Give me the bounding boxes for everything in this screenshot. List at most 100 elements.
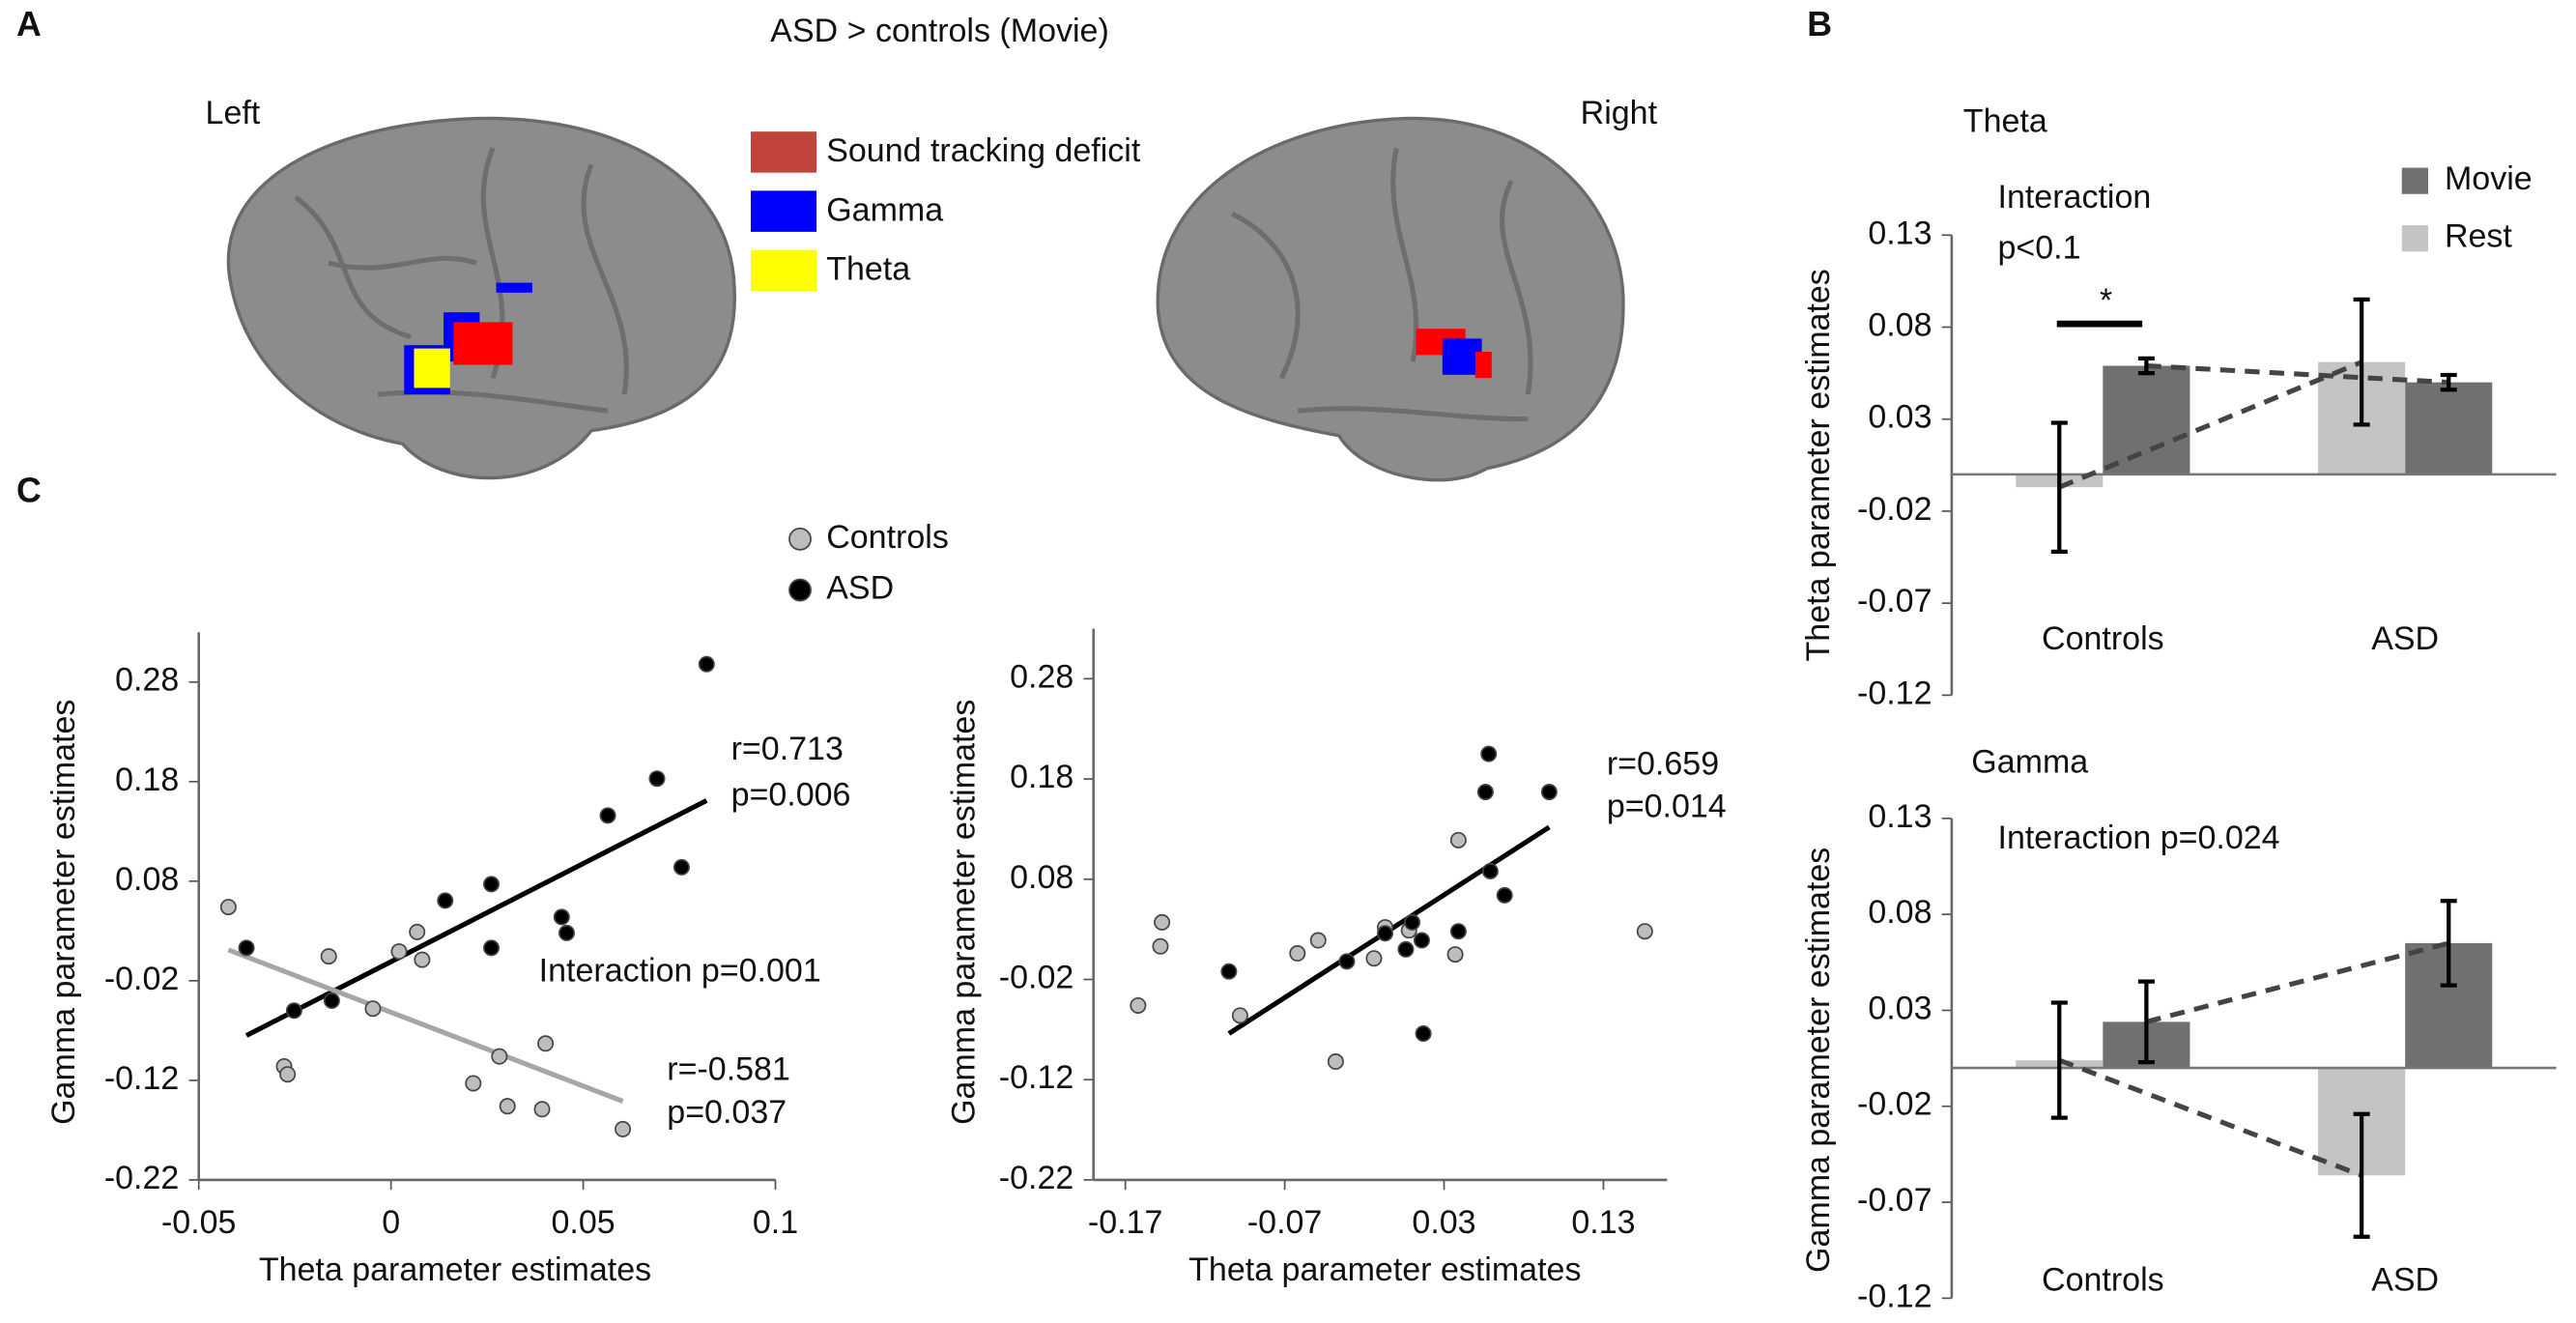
legend-label: Gamma (826, 191, 943, 228)
point (409, 923, 426, 940)
point (1413, 932, 1430, 949)
error-bar (2050, 1000, 2068, 1120)
point (1327, 1053, 1344, 1071)
y-tick-label: 0.18 (1010, 759, 1073, 795)
brain-right (1156, 116, 1625, 482)
point (483, 876, 501, 893)
legend-label: Movie (2445, 160, 2533, 197)
legend-label: Rest (2445, 218, 2512, 255)
error-bar (2440, 372, 2457, 392)
point (537, 1035, 555, 1052)
fit-line (227, 947, 624, 1104)
point (1377, 925, 1394, 942)
point (1446, 946, 1464, 963)
hemisphere-label: Right (1581, 95, 1658, 131)
legend-swatch (751, 249, 817, 292)
point (1220, 963, 1238, 980)
x-tick-label: 0.05 (551, 1204, 615, 1241)
point (1636, 923, 1653, 940)
point (1476, 784, 1494, 801)
point (553, 908, 570, 926)
y-tick-label: 0.08 (1010, 859, 1073, 896)
panel-label: A (16, 5, 42, 43)
connector-line (2146, 362, 2449, 386)
point (1404, 913, 1421, 931)
y-tick-label: 0.28 (115, 662, 179, 699)
point (1154, 913, 1171, 931)
error-bar (2440, 899, 2457, 988)
point (323, 992, 340, 1009)
y-axis-label: Theta parameter estimates (1800, 269, 1837, 661)
x-tick-label: 0 (382, 1204, 400, 1241)
annotation: Interaction p=0.001 (539, 953, 821, 990)
point (533, 1101, 551, 1118)
y-tick-label: -0.02 (999, 959, 1074, 995)
x-tick-label: -0.07 (1247, 1204, 1323, 1241)
y-tick-label: -0.12 (999, 1059, 1074, 1096)
point (1397, 940, 1415, 958)
annotation: * (2100, 282, 2112, 319)
y-tick-label: -0.07 (1857, 1182, 1932, 1219)
y-tick-label: 0.08 (1868, 306, 1932, 343)
legend-label: Controls (826, 519, 949, 556)
point (1309, 932, 1327, 949)
point (320, 948, 337, 965)
chart-title: Theta (1963, 103, 2047, 140)
point (1152, 937, 1169, 955)
y-tick-label: -0.02 (1857, 491, 1932, 528)
brain-left (226, 116, 736, 480)
annotation: Interaction (1998, 179, 2152, 216)
point (1481, 862, 1499, 879)
point (1231, 1007, 1248, 1024)
error-bar (2137, 356, 2155, 376)
annotation: r=0.659 (1607, 745, 1719, 782)
point (238, 939, 255, 957)
fit-line (244, 798, 708, 1038)
y-tick-label: 0.13 (1868, 215, 1932, 251)
panel-label: C (16, 472, 42, 510)
point (1289, 945, 1306, 963)
legend-swatch (2401, 167, 2428, 194)
x-tick-label: 0.03 (1412, 1204, 1475, 1241)
point (499, 1098, 516, 1115)
y-tick-label: -0.22 (104, 1160, 179, 1196)
hemisphere-label: Left (206, 95, 261, 131)
y-tick-label: -0.07 (1857, 583, 1932, 619)
error-bar (2137, 979, 2155, 1065)
y-tick-label: -0.12 (1857, 675, 1932, 711)
error-bar (2353, 1111, 2370, 1239)
point (1415, 1025, 1432, 1043)
connector-line (2058, 1057, 2363, 1178)
y-axis-label: Gamma parameter estimates (1800, 848, 1837, 1273)
y-tick-label: 0.03 (1868, 399, 1932, 436)
y-axis-label: Gamma parameter estimates (45, 700, 82, 1125)
legend-marker (788, 527, 812, 551)
point (1540, 784, 1558, 801)
brain-title: ASD > controls (Movie) (770, 13, 1109, 49)
x-tick-label: 0.13 (1571, 1204, 1635, 1241)
connector-line (2145, 940, 2449, 1024)
point (1496, 886, 1513, 904)
panel-label: B (1807, 5, 1832, 43)
error-bar (2353, 297, 2370, 427)
point (437, 892, 454, 909)
annotation: r=-0.581 (667, 1051, 790, 1088)
point (615, 1120, 632, 1137)
annotation: p=0.037 (667, 1094, 787, 1131)
connector-line (2058, 360, 2363, 490)
point (1480, 745, 1498, 762)
x-tick-label: ASD (2371, 1261, 2439, 1298)
x-tick-label: 0.1 (753, 1204, 798, 1241)
point (491, 1048, 508, 1065)
point (219, 899, 237, 916)
point (1449, 831, 1467, 848)
x-axis-label: Theta parameter estimates (1188, 1251, 1581, 1288)
error-bar (2050, 420, 2068, 554)
y-tick-label: -0.12 (104, 1060, 179, 1097)
annotation: p<0.1 (1998, 230, 2081, 267)
legend-swatch (751, 190, 817, 232)
point (483, 939, 501, 957)
point (390, 943, 408, 961)
point (599, 807, 616, 824)
